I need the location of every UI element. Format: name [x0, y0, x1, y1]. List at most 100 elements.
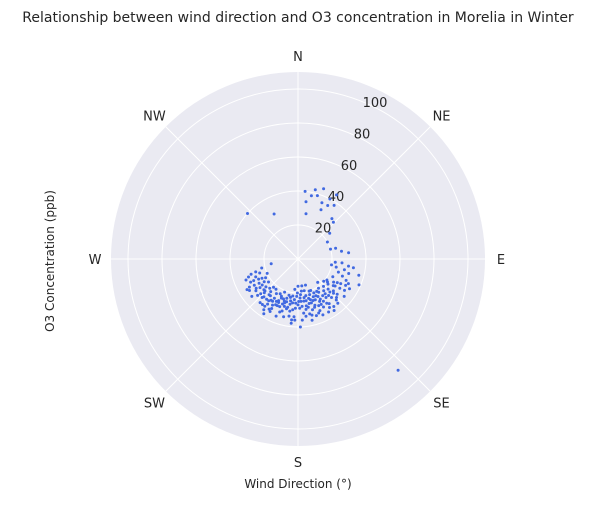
data-point	[278, 305, 281, 308]
data-point	[335, 193, 338, 196]
data-point	[322, 187, 325, 190]
data-point	[288, 310, 291, 313]
data-point	[271, 304, 274, 307]
data-point	[308, 302, 311, 305]
data-point	[305, 212, 308, 215]
data-point	[273, 213, 276, 216]
data-point	[338, 287, 341, 290]
direction-label: N	[293, 50, 303, 65]
data-point	[322, 300, 325, 303]
data-point	[274, 303, 277, 306]
data-point	[254, 275, 257, 278]
direction-label: SE	[433, 397, 449, 412]
data-point	[294, 302, 297, 305]
data-point	[341, 261, 344, 264]
data-point	[259, 286, 262, 289]
data-point	[305, 304, 308, 307]
data-point	[344, 284, 347, 287]
data-point	[331, 275, 334, 278]
data-point	[272, 286, 275, 289]
data-point	[343, 295, 346, 298]
data-point	[332, 292, 335, 295]
data-point	[332, 281, 335, 284]
data-point	[294, 307, 297, 310]
data-point	[336, 302, 339, 305]
data-point	[264, 285, 267, 288]
data-point	[259, 301, 262, 304]
data-point	[264, 276, 267, 279]
data-point	[278, 311, 281, 314]
data-point	[285, 307, 288, 310]
data-point	[267, 281, 270, 284]
data-point	[289, 303, 292, 306]
data-point	[285, 297, 288, 300]
data-point	[330, 296, 333, 299]
data-point	[250, 273, 253, 276]
data-point	[320, 208, 323, 211]
data-point	[343, 268, 346, 271]
data-point	[326, 241, 329, 244]
data-point	[332, 221, 335, 224]
data-point	[246, 212, 249, 215]
data-point	[336, 281, 339, 284]
data-point	[358, 283, 361, 286]
data-point	[293, 298, 296, 301]
data-point	[258, 272, 261, 275]
data-point	[263, 280, 266, 283]
y-axis-label: O3 Concentration (ppb)	[43, 190, 57, 332]
data-point	[357, 274, 360, 277]
direction-label: SW	[144, 397, 165, 412]
data-point	[254, 289, 257, 292]
data-point	[303, 289, 306, 292]
data-point	[297, 285, 300, 288]
data-point	[300, 300, 303, 303]
data-point	[277, 301, 280, 304]
data-point	[322, 306, 325, 309]
data-point	[301, 305, 304, 308]
data-point	[290, 318, 293, 321]
data-point	[256, 294, 259, 297]
data-point	[327, 294, 330, 297]
data-point	[347, 265, 350, 268]
data-point	[348, 287, 351, 290]
data-point	[325, 302, 328, 305]
data-point	[337, 271, 340, 274]
data-point	[302, 312, 305, 315]
data-point	[252, 279, 255, 282]
data-point	[288, 315, 291, 318]
data-point	[248, 286, 251, 289]
data-point	[293, 315, 296, 318]
data-point	[317, 295, 320, 298]
data-point	[301, 319, 304, 322]
data-point	[340, 250, 343, 253]
data-point	[311, 308, 314, 311]
data-point	[254, 270, 257, 273]
data-point	[397, 369, 400, 372]
data-point	[300, 284, 303, 287]
data-point	[308, 312, 311, 315]
data-point	[273, 297, 276, 300]
data-point	[329, 248, 332, 251]
radial-tick-label: 80	[354, 127, 371, 142]
data-point	[347, 282, 350, 285]
data-point	[333, 204, 336, 207]
data-point	[299, 297, 302, 300]
data-point	[326, 204, 329, 207]
data-point	[261, 303, 264, 306]
data-point	[299, 326, 302, 329]
data-point	[309, 289, 312, 292]
data-point	[262, 288, 265, 291]
data-point	[298, 307, 301, 310]
data-point	[289, 299, 292, 302]
data-point	[345, 279, 348, 282]
data-point	[327, 311, 330, 314]
data-point	[335, 296, 338, 299]
data-point	[322, 285, 325, 288]
data-point	[282, 315, 285, 318]
data-point	[335, 266, 338, 269]
data-point	[275, 292, 278, 295]
data-point	[283, 291, 286, 294]
data-point	[347, 251, 350, 254]
data-point	[280, 295, 283, 298]
